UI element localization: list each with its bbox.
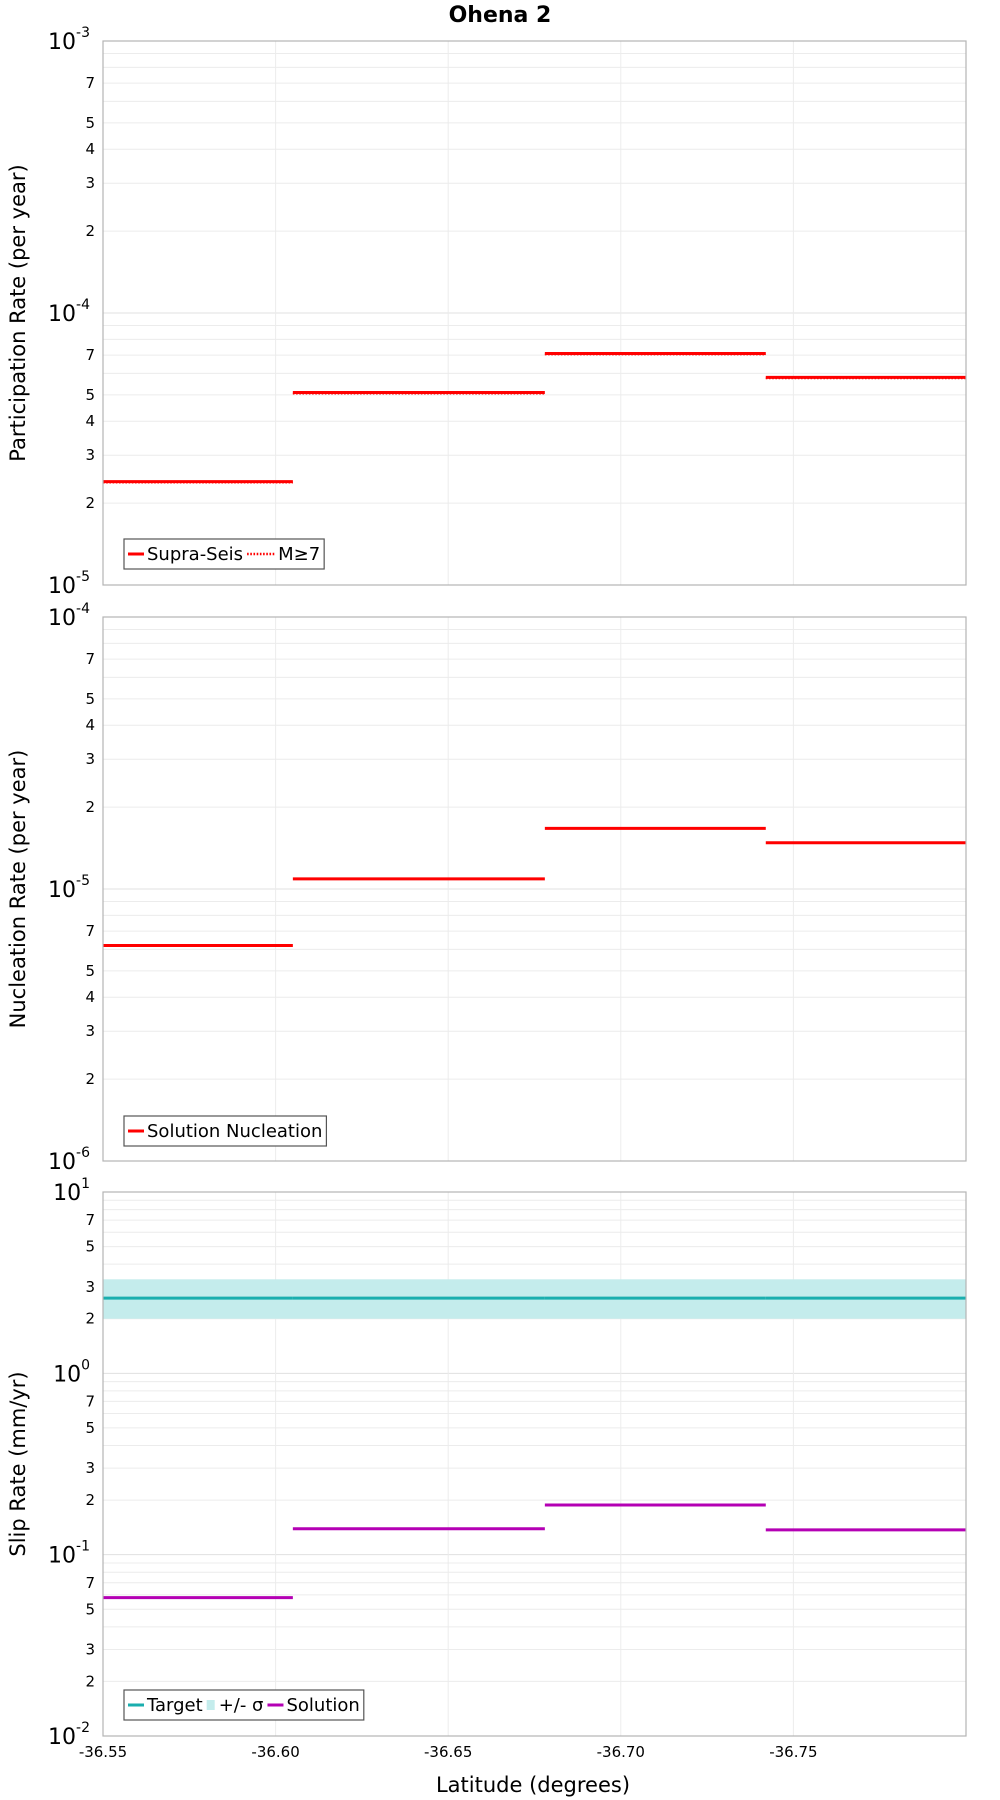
decade-base: 10	[53, 1362, 81, 1387]
y-tick-label: 3	[85, 446, 95, 464]
decade-exponent: -5	[76, 873, 90, 889]
y-tick-label: 3	[85, 1459, 95, 1477]
y-decade-label: 10-4	[48, 601, 90, 631]
legend-label: Supra-Seis	[147, 544, 243, 565]
y-tick-label: 7	[85, 74, 95, 92]
decade-exponent: -6	[76, 1145, 90, 1161]
decade-base: 10	[48, 878, 76, 903]
y-axis-label: Nucleation Rate (per year)	[6, 750, 30, 1029]
series-solution-nucleation	[103, 826, 966, 947]
decade-exponent: -4	[76, 297, 90, 313]
y-tick-label: 7	[85, 650, 95, 668]
y-tick-label: 2	[85, 1070, 95, 1088]
chart-title: Ohena 2	[449, 3, 552, 28]
legend: Target +/- σ Solution	[123, 1689, 365, 1721]
y-tick-label: 7	[85, 346, 95, 364]
x-tick-label: -36.60	[251, 1743, 299, 1761]
y-tick-label: 2	[85, 222, 95, 240]
y-decade-label: 10-4	[48, 297, 90, 327]
y-tick-label: 2	[85, 494, 95, 512]
decade-base: 10	[48, 302, 76, 327]
series-supra-seis	[103, 351, 966, 484]
decade-exponent: 0	[81, 1357, 90, 1373]
decade-exponent: -4	[76, 601, 90, 617]
series-m-7	[103, 353, 966, 484]
legend: Supra-Seis M≥7	[123, 538, 325, 570]
y-tick-label: 5	[85, 1238, 95, 1256]
y-decade-label: 100	[53, 1357, 90, 1387]
decade-base: 10	[53, 1181, 81, 1206]
decade-base: 10	[48, 606, 76, 631]
y-tick-label: 4	[85, 716, 95, 734]
y-decade-label: 10-3	[48, 25, 90, 55]
y-tick-label: 5	[85, 1600, 95, 1618]
decade-base: 10	[48, 1725, 76, 1750]
legend-label: Target	[146, 1695, 203, 1716]
legend-label: +/- σ	[219, 1695, 264, 1716]
y-tick-label: 4	[85, 988, 95, 1006]
decade-exponent: -2	[76, 1720, 90, 1736]
y-tick-label: 5	[85, 114, 95, 132]
legend-box	[123, 1689, 365, 1721]
legend-box	[123, 1115, 328, 1147]
y-tick-label: 3	[85, 174, 95, 192]
plot-frame	[102, 40, 967, 586]
plot-frame	[102, 1191, 967, 1737]
y-tick-label: 5	[85, 386, 95, 404]
series-solution	[103, 1503, 966, 1600]
decade-exponent: -3	[76, 25, 90, 41]
legend-box	[123, 538, 325, 570]
y-tick-label: 2	[85, 1672, 95, 1690]
decade-base: 10	[48, 1544, 76, 1569]
y-decade-label: 101	[53, 1176, 90, 1206]
y-tick-label: 4	[85, 140, 95, 158]
decade-exponent: 1	[81, 1176, 90, 1192]
y-decade-label: 10-2	[48, 1720, 90, 1750]
y-tick-label: 2	[85, 798, 95, 816]
x-tick-label: -36.75	[769, 1743, 817, 1761]
y-decade-label: 10-5	[48, 873, 90, 903]
y-tick-label: 3	[85, 1022, 95, 1040]
plot-frame	[102, 616, 967, 1162]
plot-area	[103, 1192, 966, 1736]
y-tick-label: 3	[85, 1640, 95, 1658]
y-tick-label: 4	[85, 412, 95, 430]
y-tick-label: 2	[85, 1491, 95, 1509]
y-decade-label: 10-5	[48, 569, 90, 599]
y-decade-label: 10-1	[48, 1539, 90, 1569]
y-tick-label: 2	[85, 1310, 95, 1328]
y-tick-label: 3	[85, 750, 95, 768]
legend: Solution Nucleation	[123, 1115, 328, 1147]
y-axis-label: Slip Rate (mm/yr)	[6, 1371, 30, 1556]
decade-exponent: -1	[76, 1539, 90, 1555]
legend-label: Solution Nucleation	[147, 1121, 322, 1142]
y-axis-label: Participation Rate (per year)	[6, 164, 30, 461]
y-tick-label: 5	[85, 1419, 95, 1437]
decade-base: 10	[48, 30, 76, 55]
legend-swatch	[206, 1700, 215, 1710]
y-tick-label: 7	[85, 1211, 95, 1229]
y-tick-label: 7	[85, 1392, 95, 1410]
y-decade-label: 10-6	[48, 1145, 90, 1175]
decade-base: 10	[48, 1150, 76, 1175]
y-tick-label: 7	[85, 922, 95, 940]
decade-exponent: -5	[76, 569, 90, 585]
x-axis-label: Latitude (degrees)	[436, 1773, 630, 1797]
x-tick-label: -36.65	[424, 1743, 472, 1761]
legend-label: M≥7	[278, 544, 320, 565]
y-tick-label: 7	[85, 1574, 95, 1592]
y-tick-label: 3	[85, 1278, 95, 1296]
x-tick-label: -36.55	[79, 1743, 127, 1761]
legend-label: Solution	[286, 1695, 359, 1716]
y-tick-label: 5	[85, 690, 95, 708]
x-tick-label: -36.70	[597, 1743, 645, 1761]
y-tick-label: 5	[85, 962, 95, 980]
decade-base: 10	[48, 574, 76, 599]
